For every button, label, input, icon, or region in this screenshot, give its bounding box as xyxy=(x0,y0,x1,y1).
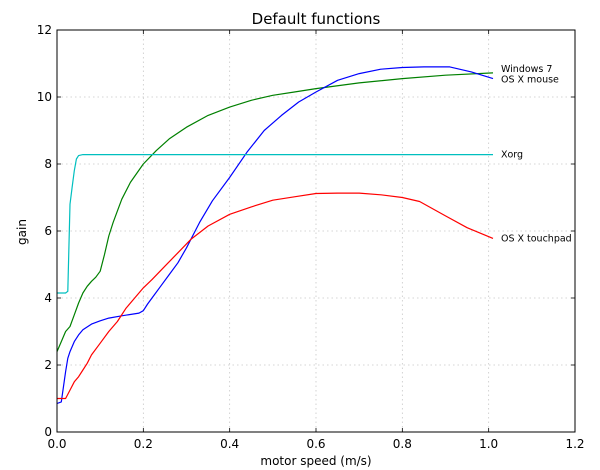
series-line-xorg xyxy=(57,154,493,294)
y-tick-label: 2 xyxy=(44,358,52,372)
x-tick-label: 0.6 xyxy=(306,437,325,451)
y-tick-label: 8 xyxy=(44,157,52,171)
y-tick-label: 6 xyxy=(44,224,52,238)
x-tick-label: 1.2 xyxy=(565,437,584,451)
series-labels: Windows 7OS X mouse Xorg OS X touchpad xyxy=(501,64,572,244)
y-tick-label: 10 xyxy=(37,90,52,104)
chart-title: Default functions xyxy=(252,10,381,28)
series-lines xyxy=(56,66,494,405)
y-tick-label: 12 xyxy=(37,23,52,37)
y-tick-label: 4 xyxy=(44,291,52,305)
grid-lines xyxy=(57,30,575,432)
series-line-os-x-mouse xyxy=(56,66,494,405)
y-tick-label: 0 xyxy=(44,425,52,439)
axis-ticks: 0.0 0.2 0.4 0.6 0.8 1.0 1.2 0 2 4 6 8 10 12 xyxy=(37,23,585,451)
x-axis-label: motor speed (m/s) xyxy=(260,454,371,468)
series-line-os-x-touchpad xyxy=(57,192,494,400)
series-label-os-x-touchpad: OS X touchpad xyxy=(501,233,572,244)
y-axis-label: gain xyxy=(15,219,29,245)
series-label-os-x-mouse: OS X mouse xyxy=(501,75,559,86)
x-tick-label: 0.0 xyxy=(47,437,66,451)
x-tick-label: 0.2 xyxy=(134,437,153,451)
x-tick-label: 0.4 xyxy=(220,437,239,451)
series-label-windows-7: Windows 7 xyxy=(501,64,552,75)
series-line-windows-7 xyxy=(56,72,494,352)
x-tick-label: 0.8 xyxy=(393,437,412,451)
x-tick-label: 1.0 xyxy=(479,437,498,451)
series-label-xorg: Xorg xyxy=(501,150,523,161)
